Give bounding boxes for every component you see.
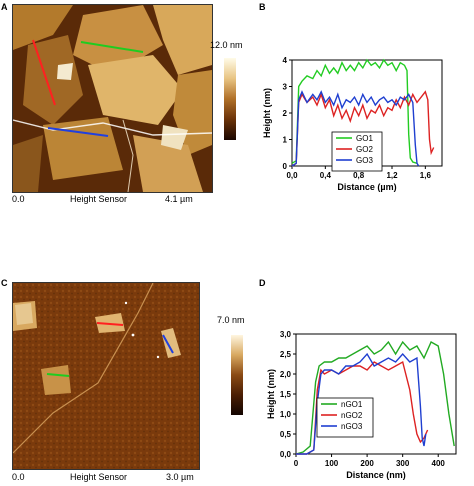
x-tick-label: 0,4 [320,171,332,180]
y-tick-label: 2 [283,109,288,118]
panel-letter-b: B [259,2,266,12]
chart-d-svg: 0 100 200 300 400 0,0 0,5 1,0 1,5 2,0 2,5 3,0 Distan… [266,330,457,480]
scale-max-label-a: 12.0 nm [210,40,243,50]
y-tick-label: 0,0 [280,450,292,459]
y-tick-label: 2,0 [280,370,292,379]
x-tick-label: 0 [294,459,299,468]
legend-entry: nGO3 [341,422,363,431]
panel-letter-c: C [1,278,8,288]
y-tick-label: 1,5 [280,390,292,399]
y-tick-label: 4 [283,56,288,65]
legend-entry: nGO2 [341,411,363,420]
y-tick-label: 3 [283,83,288,92]
y-tick-label: 0 [283,162,288,171]
y-tick-label: 1,0 [280,410,292,419]
afm-origin-a: 0.0 [12,194,25,204]
series-line-ngo2 [296,360,429,455]
x-tick-label: 200 [360,459,374,468]
y-axis-label: Height (nm) [262,88,272,138]
chart-d: 0 100 200 300 400 0,0 0,5 1,0 1,5 2,0 2,5 3,0 Distan… [262,326,468,483]
afm-image-c [12,282,200,470]
series-line-go1 [291,58,418,164]
y-tick-label: 1 [283,136,288,145]
x-tick-label: 400 [432,459,446,468]
afm-image-a [12,4,213,193]
afm-size-c: 3.0 µm [166,472,194,482]
x-axis-label: Distance (µm) [337,182,396,192]
chart-b: 0,0 0,4 0,8 1,2 1,6 0 1 2 3 4 Distance (µm) Height … [262,50,452,205]
series-line-go3 [291,90,420,167]
afm-origin-c: 0.0 [12,472,25,482]
y-tick-label: 0,5 [280,430,292,439]
y-tick-label: 2,5 [280,350,292,359]
x-tick-label: 300 [396,459,410,468]
series-line-ngo3 [296,352,427,455]
legend-entry: GO1 [356,134,373,143]
panel-letter-a: A [1,2,8,12]
scale-max-label-c: 7.0 nm [217,315,245,325]
chart-b-svg: 0,0 0,4 0,8 1,2 1,6 0 1 2 3 4 Distance (µm) Height … [262,56,443,192]
series-line-go2 [291,90,435,167]
legend-entry: GO2 [356,145,373,154]
legend-entry: GO3 [356,156,373,165]
afm-size-a: 4.1 µm [165,194,193,204]
color-scale-a [224,58,236,140]
x-tick-label: 0,0 [286,171,298,180]
series-line-ngo1 [295,340,455,455]
y-axis-label: Height (nm) [266,369,276,419]
x-axis-label: Distance (nm) [346,470,406,480]
afm-sensor-c: Height Sensor [70,472,128,482]
x-tick-label: 1,6 [420,171,432,180]
y-tick-label: 3,0 [280,330,292,339]
x-tick-label: 0,8 [353,171,365,180]
x-tick-label: 100 [325,459,339,468]
afm-sensor-a: Height Sensor [70,194,128,204]
x-tick-label: 1,2 [386,171,398,180]
legend-entry: nGO1 [341,400,363,409]
color-scale-c [231,335,243,415]
panel-letter-d: D [259,278,266,288]
